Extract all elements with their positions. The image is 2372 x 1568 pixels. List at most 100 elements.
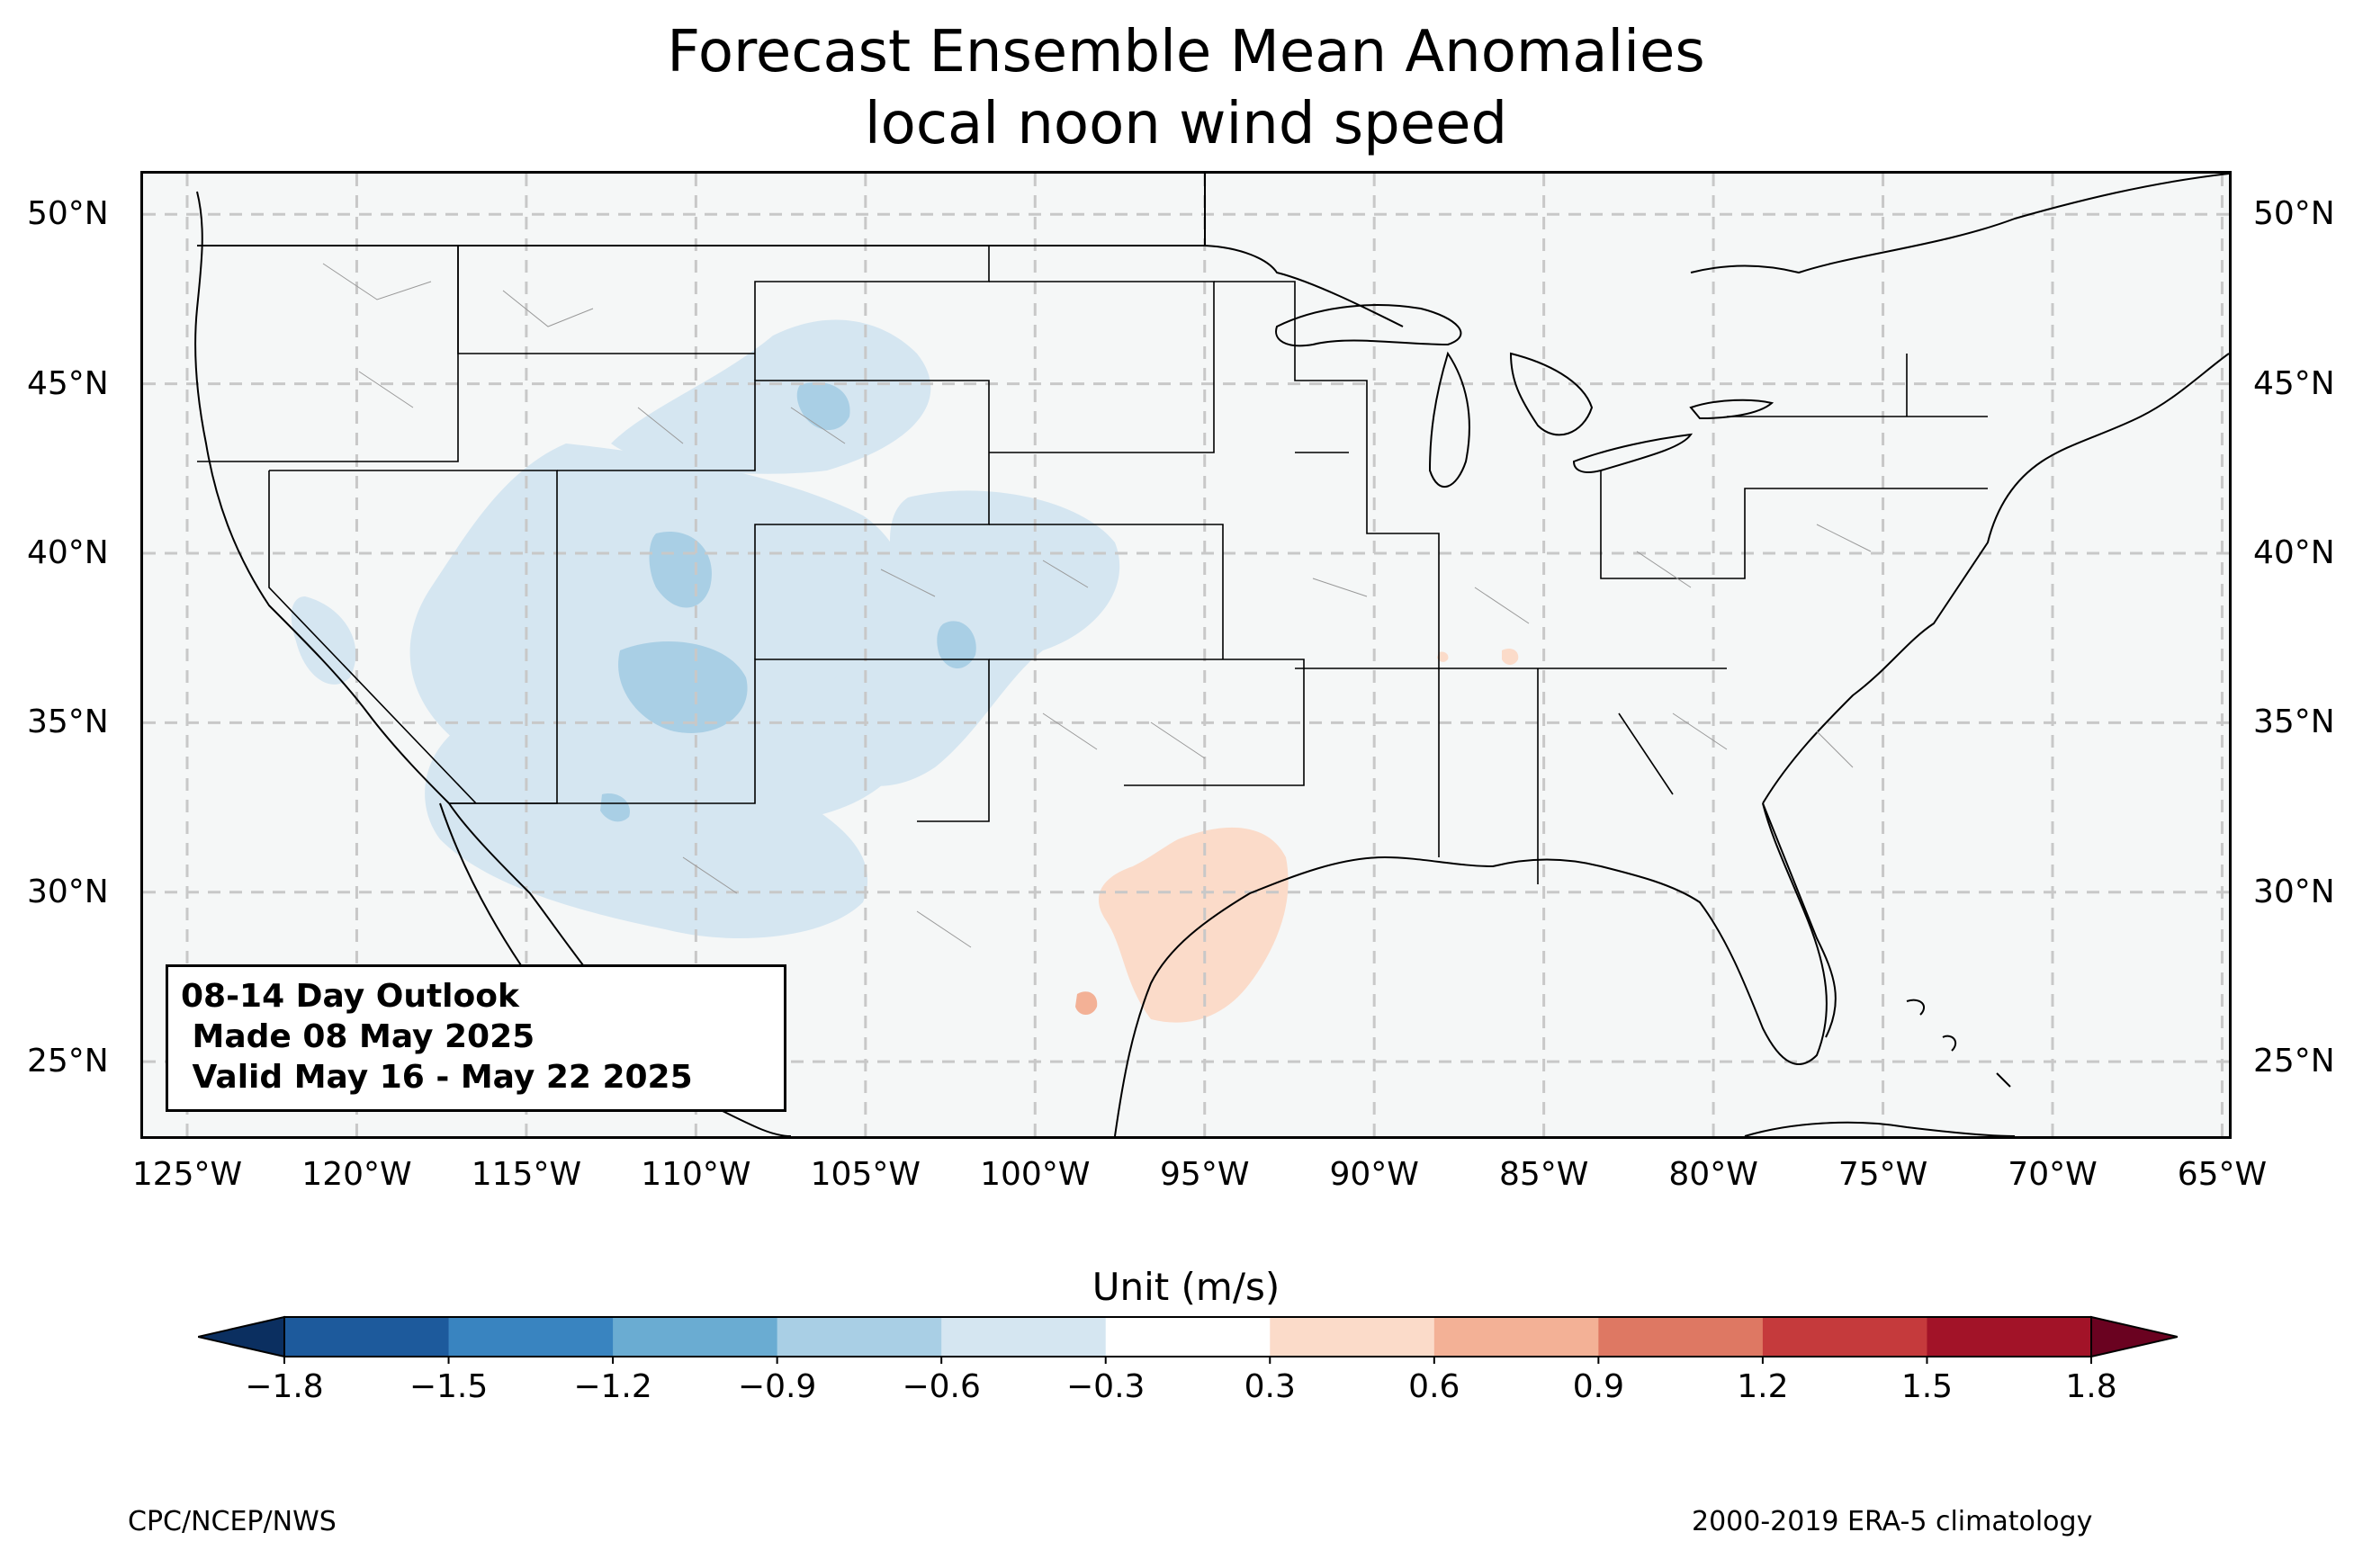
lat-tick-label-left: 40°N — [27, 533, 109, 571]
colorbar-over-extension — [2090, 1315, 2178, 1358]
colorbar-segment — [1433, 1317, 1599, 1357]
colorbar-tick-label: 1.5 — [1900, 1368, 1954, 1405]
lon-tick-label: 100°W — [980, 1156, 1091, 1193]
colorbar-tick-label: 0.3 — [1244, 1368, 1296, 1405]
florida-peninsula — [1762, 802, 1837, 1038]
colorbar-segment — [1598, 1317, 1764, 1357]
colorbar-under-extension — [198, 1315, 285, 1358]
colorbar-tick-label: 0.9 — [1572, 1368, 1624, 1405]
state-borders — [197, 246, 1988, 884]
lon-tick-label: 110°W — [641, 1156, 751, 1193]
anomaly-negative-strong-core — [618, 641, 748, 733]
east-coast — [1762, 353, 2229, 804]
lon-tick-label: 115°W — [471, 1156, 582, 1193]
minor-boundary-a — [322, 263, 1089, 597]
colorbar-tick-label: 1.2 — [1737, 1368, 1789, 1405]
minor-boundary-c — [682, 712, 1206, 948]
lake-ontario — [1689, 399, 1775, 420]
map-canvas — [143, 174, 2229, 1136]
outlook-line1: 08-14 Day Outlook — [181, 978, 519, 1015]
anomaly-negative-wyoming — [611, 319, 931, 474]
state-border-az-nm — [449, 659, 990, 822]
lon-tick-label: 120°W — [301, 1156, 412, 1193]
lat-tick-label-right: 30°N — [2253, 873, 2335, 910]
colorbar-segment — [284, 1317, 450, 1357]
colorbar-segment — [1270, 1317, 1435, 1357]
footer-source: CPC/NCEP/NWS — [128, 1506, 337, 1537]
state-border-ca-nv — [268, 470, 477, 804]
lat-tick-label-left: 25°N — [27, 1043, 109, 1080]
state-border-midwest — [1214, 281, 1440, 668]
state-border-northeast — [1600, 354, 1988, 579]
lon-tick-label: 75°W — [1837, 1156, 1928, 1193]
chart-title-line2: local noon wind speed — [864, 91, 1508, 157]
state-border-or-id — [197, 246, 459, 462]
lat-tick-label-right: 40°N — [2253, 533, 2335, 571]
anomaly-negative-intermountain — [409, 444, 924, 823]
lat-tick-label-right: 45°N — [2253, 364, 2335, 402]
anomaly-negative-southwest — [425, 722, 868, 938]
bahamas — [1906, 999, 2011, 1088]
lake-huron — [1509, 352, 1594, 436]
chart-title-line1: Forecast Ensemble Mean Anomalies — [667, 19, 1705, 85]
lon-tick-label: 95°W — [1160, 1156, 1250, 1193]
lat-tick-label-left: 45°N — [27, 364, 109, 402]
colorbar-segment — [448, 1317, 614, 1357]
state-border-mt-wy — [457, 246, 990, 381]
colorbar-segment — [1762, 1317, 1927, 1357]
lon-tick-label: 70°W — [2008, 1156, 2098, 1193]
lat-tick-label-left: 35°N — [27, 703, 109, 741]
colorbar-segment — [777, 1317, 942, 1357]
anomaly-negative-california — [291, 596, 356, 685]
colorbar-segment — [1927, 1317, 2092, 1357]
anomaly-positive-texas-strong — [1075, 991, 1098, 1015]
lon-tick-label: 65°W — [2177, 1156, 2268, 1193]
outlook-info-box: 08-14 Day Outlook Made 08 May 2025 Valid… — [166, 964, 786, 1112]
lon-tick-label: 125°W — [131, 1156, 243, 1193]
colorbar-tick-label: −1.2 — [573, 1368, 652, 1405]
colorbar-segment — [1105, 1317, 1271, 1357]
anomaly-negative-wy-strong — [796, 381, 850, 430]
anomaly-positive-tennessee — [1502, 649, 1519, 665]
gulf-coast — [1114, 802, 1828, 1136]
anomaly-negative-strong-arizona — [600, 793, 630, 822]
lat-tick-label-right: 25°N — [2253, 1043, 2335, 1080]
anomaly-shading — [291, 319, 1519, 1023]
outlook-line3: Valid May 16 - May 22 2025 — [181, 1059, 693, 1096]
minor-boundary-b — [1312, 524, 1872, 768]
state-border-ut-co — [557, 380, 990, 659]
colorbar-tick-label: −1.5 — [409, 1368, 489, 1405]
lake-superior — [1275, 304, 1462, 347]
colorbar — [198, 1315, 2178, 1364]
colorbar-segment — [941, 1317, 1107, 1357]
lon-tick-label: 105°W — [810, 1156, 921, 1193]
colorbar-tick-label: 1.8 — [2065, 1368, 2117, 1405]
colorbar-tick-label: 0.6 — [1408, 1368, 1460, 1405]
state-border-plains — [989, 281, 1305, 786]
colorbar-tick-label: −0.6 — [902, 1368, 981, 1405]
anomaly-positive-tennessee2 — [1437, 651, 1449, 662]
lon-tick-label: 85°W — [1498, 1156, 1589, 1193]
lon-tick-label: 90°W — [1329, 1156, 1419, 1193]
cuba-coast — [1744, 1121, 2016, 1136]
lat-tick-label-right: 35°N — [2253, 703, 2335, 741]
state-border-southeast — [1295, 668, 1727, 884]
graticule — [143, 174, 2229, 1136]
colorbar-label: Unit (m/s) — [1092, 1265, 1280, 1309]
lake-michigan — [1428, 351, 1470, 488]
colorbar-tick-label: −0.9 — [737, 1368, 817, 1405]
lat-tick-label-right: 50°N — [2253, 195, 2335, 233]
us-canada-border — [197, 174, 2229, 327]
outlook-line2: Made 08 May 2025 — [181, 1018, 535, 1055]
anomaly-negative-strong-kansas — [937, 621, 976, 668]
colorbar-segment — [613, 1317, 778, 1357]
minor-boundaries — [322, 263, 1872, 948]
colorbar-outline — [283, 1316, 2092, 1357]
colorbar-tick-label: −1.8 — [245, 1368, 324, 1405]
footer-climatology: 2000-2019 ERA-5 climatology — [1692, 1506, 2093, 1537]
anomaly-positive-texas — [1098, 827, 1289, 1023]
lake-erie — [1572, 433, 1694, 473]
lat-tick-label-left: 30°N — [27, 873, 109, 910]
lat-tick-label-left: 50°N — [27, 195, 109, 233]
colorbar-tick-label: −0.3 — [1066, 1368, 1146, 1405]
